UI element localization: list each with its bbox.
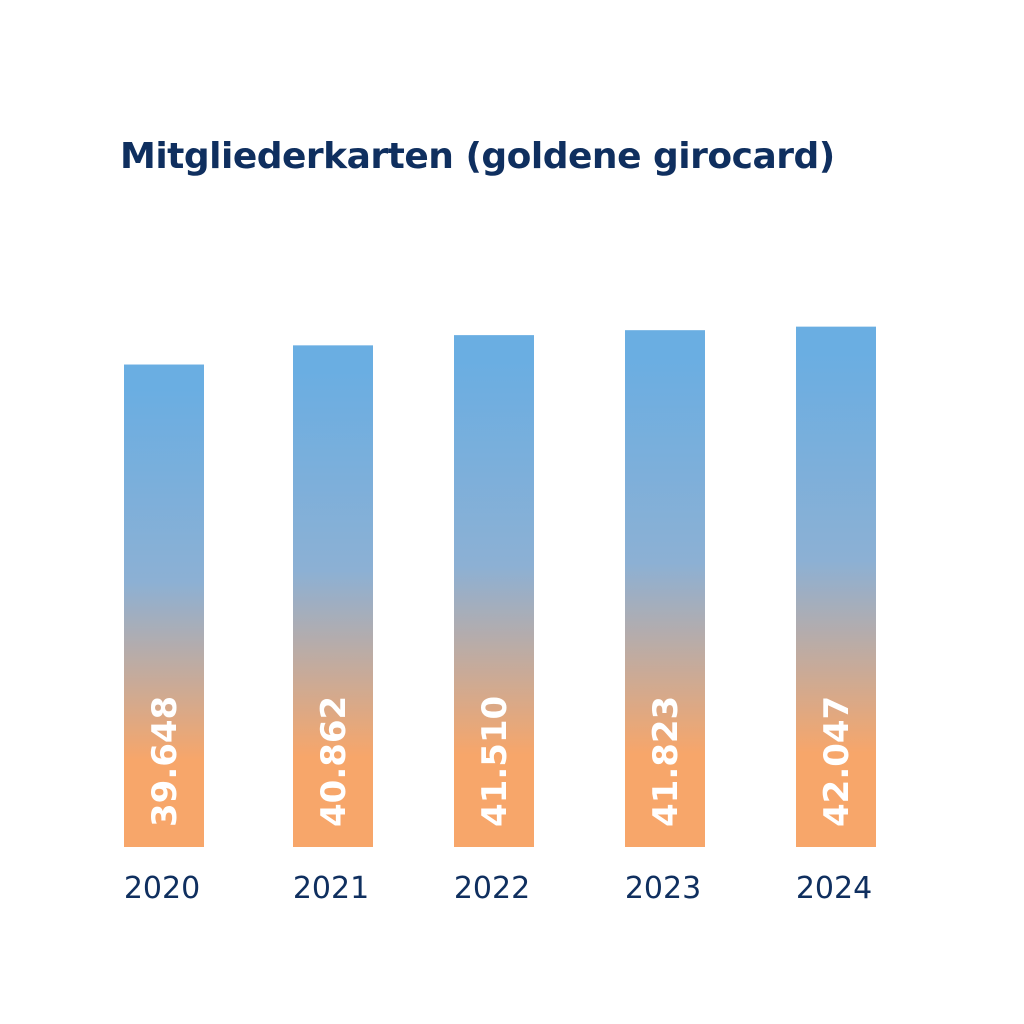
- x-tick-label: 2021: [293, 871, 369, 906]
- data-label: 40.862: [314, 696, 354, 827]
- bar-2021: [293, 345, 373, 847]
- data-label: 42.047: [817, 696, 857, 827]
- bar-2020: [124, 364, 204, 847]
- chart-title: Mitgliederkarten (goldene girocard): [120, 136, 835, 177]
- x-tick-label: 2023: [625, 871, 701, 906]
- data-label: 41.510: [475, 696, 515, 827]
- bar-2022: [454, 335, 534, 847]
- x-tick-label: 2022: [454, 871, 530, 906]
- data-label: 41.823: [646, 696, 686, 827]
- x-tick-label: 2024: [796, 871, 872, 906]
- bar-2024: [796, 326, 876, 848]
- data-label: 39.648: [145, 696, 185, 827]
- bar-2023: [625, 330, 705, 848]
- x-tick-label: 2020: [124, 871, 200, 906]
